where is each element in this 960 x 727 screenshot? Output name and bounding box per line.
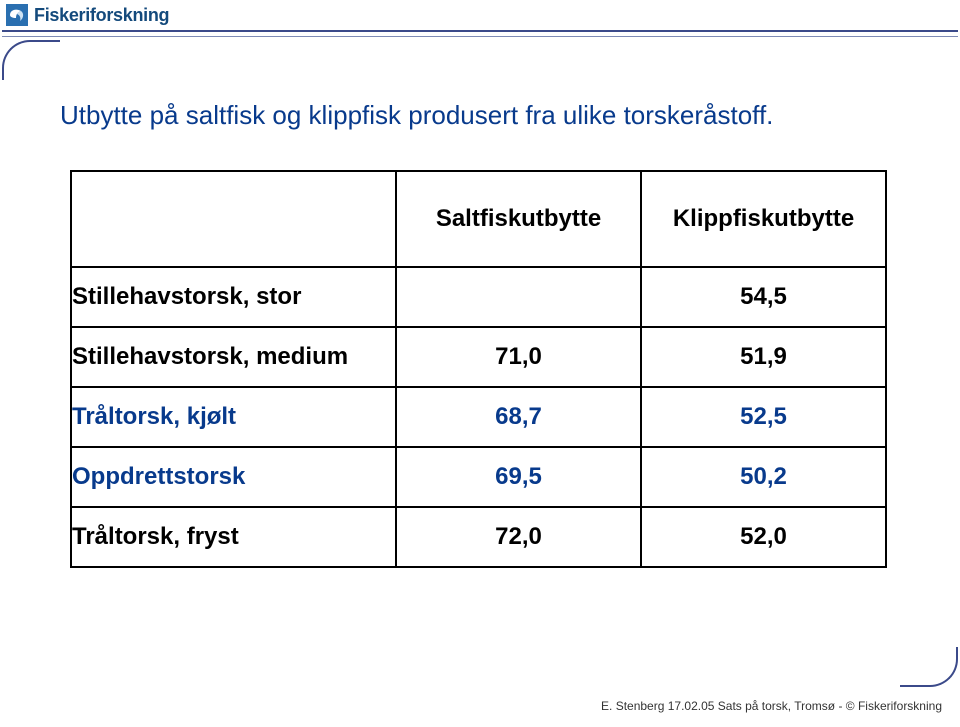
footer-text: E. Stenberg 17.02.05 Sats på torsk, Trom… [601, 699, 942, 713]
col-header-empty [71, 171, 396, 267]
table-row: Tråltorsk, fryst 72,0 52,0 [71, 507, 886, 567]
table-row: Oppdrettstorsk 69,5 50,2 [71, 447, 886, 507]
data-table: Saltfiskutbytte Klippfiskutbytte Stilleh… [70, 170, 887, 568]
row-label: Tråltorsk, kjølt [71, 387, 396, 447]
table-row: Tråltorsk, kjølt 68,7 52,5 [71, 387, 886, 447]
cell-salt [396, 267, 641, 327]
header-rule-thick [2, 30, 958, 32]
cell-klipp: 50,2 [641, 447, 886, 507]
brand-name: Fiskeriforskning [34, 5, 169, 26]
header: Fiskeriforskning [0, 0, 960, 30]
cell-klipp: 51,9 [641, 327, 886, 387]
row-label: Stillehavstorsk, medium [71, 327, 396, 387]
cell-salt: 72,0 [396, 507, 641, 567]
header-rule-thin [2, 36, 958, 37]
table-row: Stillehavstorsk, medium 71,0 51,9 [71, 327, 886, 387]
cell-klipp: 52,0 [641, 507, 886, 567]
logo-icon [6, 4, 28, 26]
cell-salt: 71,0 [396, 327, 641, 387]
cell-klipp: 52,5 [641, 387, 886, 447]
row-label: Oppdrettstorsk [71, 447, 396, 507]
row-label: Tråltorsk, fryst [71, 507, 396, 567]
row-label: Stillehavstorsk, stor [71, 267, 396, 327]
page-title: Utbytte på saltfisk og klippfisk produse… [60, 100, 900, 131]
table-header-row: Saltfiskutbytte Klippfiskutbytte [71, 171, 886, 267]
col-header-salt: Saltfiskutbytte [396, 171, 641, 267]
cell-salt: 68,7 [396, 387, 641, 447]
slide: Fiskeriforskning Utbytte på saltfisk og … [0, 0, 960, 727]
cell-salt: 69,5 [396, 447, 641, 507]
cell-klipp: 54,5 [641, 267, 886, 327]
col-header-klipp: Klippfiskutbytte [641, 171, 886, 267]
corner-bottom-right [900, 647, 958, 687]
table-row: Stillehavstorsk, stor 54,5 [71, 267, 886, 327]
corner-top-left [2, 40, 60, 80]
